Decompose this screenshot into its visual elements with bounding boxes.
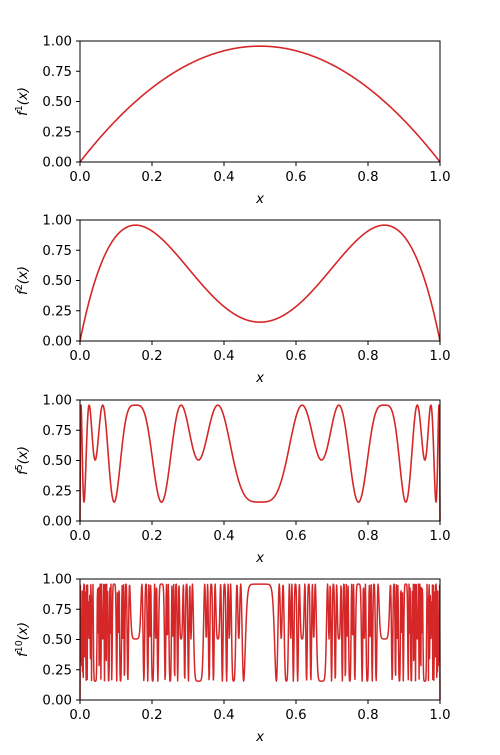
y-tick-label: 0.75 (42, 65, 72, 80)
y-axis-label-base: f (16, 288, 31, 295)
y-tick-label: 0.00 (42, 335, 72, 350)
x-tick-label: 0.0 (69, 170, 90, 185)
y-tick-label: 0.50 (42, 95, 72, 110)
x-tick-label: 0.4 (213, 708, 234, 723)
subplot-3: 0.0 0.2 0.4 0.6 0.8 1.0 0.00 0.25 0.50 0.75 1.00 x f… (14, 394, 451, 566)
x-tick-label: 0.0 (69, 708, 90, 723)
y-tick-label: 0.75 (42, 603, 72, 618)
series-line-3-1 (79, 404, 441, 522)
x-tick-label: 1.0 (429, 170, 450, 185)
y-axis-label: f5(x) (14, 446, 31, 475)
y-tick-label: 1.00 (42, 573, 72, 588)
x-tick-label: 0.6 (285, 708, 306, 723)
x-tick-label: 0.6 (285, 170, 306, 185)
y-axis-label-base: f (16, 650, 31, 657)
y-tick-label: 0.50 (42, 454, 72, 469)
y-tick-label: 0.50 (42, 274, 72, 289)
x-axis-label: x (255, 371, 264, 386)
x-tick-label: 0.8 (357, 349, 378, 364)
series-line-1-1 (79, 45, 441, 163)
series-line-2-1 (79, 224, 441, 342)
y-axis-label: f2(x) (14, 266, 31, 295)
subplot-4: 0.0 0.2 0.4 0.6 0.8 1.0 0.00 0.25 0.50 0.75 1.00 x f… (14, 573, 451, 745)
y-axis-label-base: f (16, 468, 31, 475)
x-tick-label: 0.2 (141, 349, 162, 364)
x-tick-label: 0.0 (69, 349, 90, 364)
y-tick-label: 0.50 (42, 633, 72, 648)
x-tick-label: 0.6 (285, 529, 306, 544)
x-tick-label: 0.8 (357, 529, 378, 544)
x-axis-label: x (255, 192, 264, 207)
subplot-1: 0.0 0.2 0.4 0.6 0.8 1.0 0.00 0.25 0.50 0.75 1.00 x f… (14, 35, 451, 207)
y-tick-label: 0.00 (42, 156, 72, 171)
x-axis-label: x (255, 551, 264, 566)
y-tick-label: 0.25 (42, 663, 72, 678)
x-tick-label: 0.8 (357, 170, 378, 185)
y-axis-label-tail: (x) (16, 446, 31, 464)
y-axis-label-sup: 10 (14, 640, 25, 652)
y-tick-label: 0.75 (42, 424, 72, 439)
y-axis-label: f10(x) (14, 622, 31, 657)
x-tick-label: 0.4 (213, 349, 234, 364)
y-axis-label-sup: 2 (14, 284, 25, 290)
y-tick-label: 0.00 (42, 515, 72, 530)
x-tick-label: 0.2 (141, 708, 162, 723)
y-axis-label-tail: (x) (16, 622, 31, 640)
y-axis-label-sup: 1 (14, 105, 25, 111)
y-tick-label: 0.00 (42, 694, 72, 709)
x-tick-label: 0.2 (141, 529, 162, 544)
x-tick-label: 1.0 (429, 529, 450, 544)
y-axis-label-tail: (x) (16, 266, 31, 284)
y-axis-label-tail: (x) (16, 87, 31, 105)
x-tick-label: 1.0 (429, 349, 450, 364)
x-tick-label: 0.0 (69, 529, 90, 544)
y-axis-label: f1(x) (14, 87, 31, 116)
y-tick-label: 1.00 (42, 214, 72, 229)
series-line-4-1 (79, 583, 441, 701)
x-tick-label: 1.0 (429, 708, 450, 723)
x-tick-label: 0.4 (213, 170, 234, 185)
y-tick-label: 0.25 (42, 304, 72, 319)
axes-frame-1 (79, 40, 441, 163)
x-tick-label: 0.8 (357, 708, 378, 723)
x-tick-label: 0.4 (213, 529, 234, 544)
y-tick-label: 1.00 (42, 35, 72, 50)
y-tick-label: 0.75 (42, 244, 72, 259)
x-tick-label: 0.2 (141, 170, 162, 185)
x-axis-label: x (255, 730, 264, 745)
y-tick-label: 0.25 (42, 484, 72, 499)
y-tick-label: 1.00 (42, 394, 72, 409)
y-tick-label: 0.25 (42, 125, 72, 140)
subplot-2: 0.0 0.2 0.4 0.6 0.8 1.0 0.00 0.25 0.50 0.75 1.00 x f… (14, 214, 451, 386)
x-tick-label: 0.6 (285, 349, 306, 364)
y-axis-label-sup: 5 (14, 464, 25, 470)
y-axis-label-base: f (16, 109, 31, 116)
